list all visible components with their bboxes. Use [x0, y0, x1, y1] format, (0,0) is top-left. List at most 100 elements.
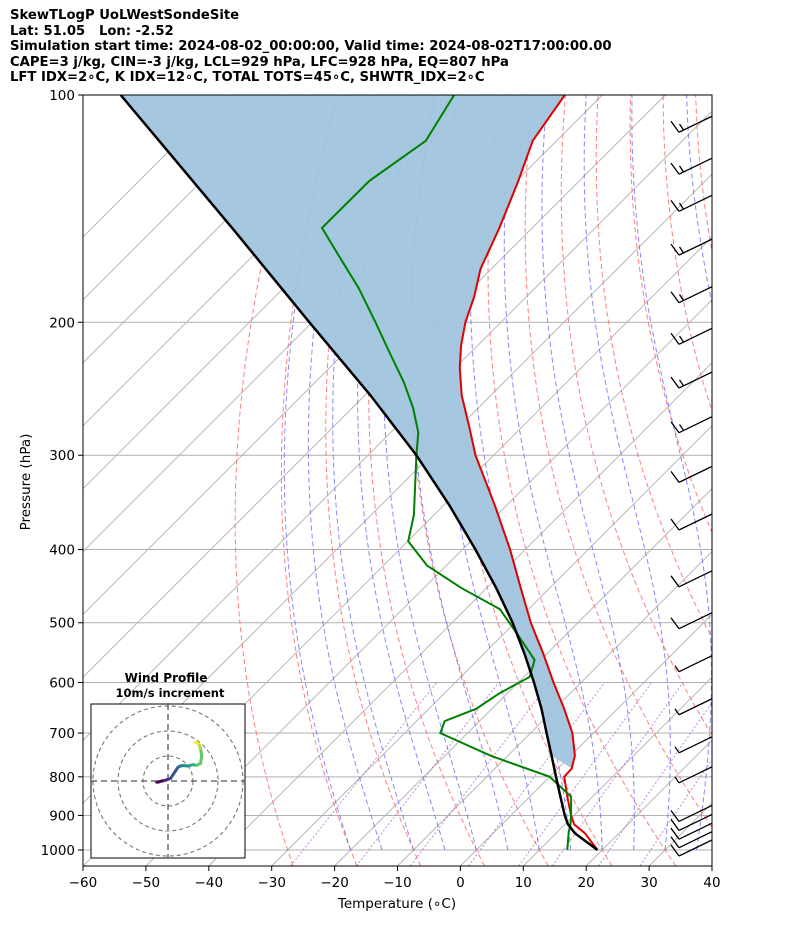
wind-barb	[674, 736, 713, 754]
axes: −60 −50 −40 −30 −20 −10 0 10 20 30 40 100 200 300 400 5…	[41, 88, 721, 891]
y-tick-label: 300	[49, 448, 75, 464]
isotherm-line	[208, 362, 712, 866]
moist-adiabat	[631, 95, 712, 851]
barb-staff	[678, 416, 713, 434]
wind-barb	[670, 822, 713, 840]
barb-staff	[678, 286, 713, 304]
wind-barb	[670, 612, 713, 630]
dry-adiabat	[728, 95, 794, 866]
wind-barb	[670, 831, 713, 849]
x-tick-label: 30	[641, 875, 658, 891]
mixing-ratio-line	[468, 682, 605, 866]
barb-half-flag	[674, 776, 680, 784]
barb-staff	[678, 804, 713, 823]
wind-barb	[670, 804, 713, 823]
header-times: Simulation start time: 2024-08-02_00:00:…	[10, 39, 612, 55]
x-tick-label: −10	[383, 875, 412, 891]
wind-barb	[670, 238, 713, 256]
cape-area	[120, 95, 575, 769]
barb-staff	[678, 822, 713, 840]
wind-barb	[670, 194, 713, 212]
temperature-line	[458, 95, 599, 851]
wind-barb	[670, 115, 713, 133]
dry-adiabat	[487, 95, 677, 866]
mixing-ratio-line	[639, 758, 712, 866]
barb-full-flag	[670, 162, 680, 175]
barb-full-flag	[670, 291, 680, 304]
y-tick-label: 400	[49, 543, 75, 559]
isotherm-line	[83, 95, 289, 301]
isotherm-line	[711, 865, 712, 866]
y-tick-label: 100	[49, 88, 75, 104]
barb-full-flag	[670, 844, 680, 857]
wind-barb	[670, 327, 713, 345]
mixing-ratio-line	[290, 682, 438, 866]
barb-staff	[678, 238, 713, 256]
barb-half-flag	[678, 294, 685, 301]
moist-adiabat	[357, 95, 446, 851]
dry-adiabat	[368, 95, 485, 866]
x-tick-label: 40	[703, 875, 720, 891]
barb-half-flag	[674, 665, 680, 673]
barb-full-flag	[670, 471, 680, 483]
barb-half-flag	[678, 424, 685, 431]
wind-barbs	[670, 115, 713, 857]
x-tick-label: −50	[132, 875, 161, 891]
moist-adiabat	[332, 95, 414, 851]
isotherm-line	[397, 550, 712, 866]
wind-barb	[674, 766, 713, 784]
barb-full-flag	[670, 617, 680, 630]
barb-half-flag	[678, 246, 685, 254]
moist-adiabat	[503, 95, 603, 850]
isotherm-line	[585, 739, 712, 866]
dry-adiabat	[761, 95, 794, 866]
header-coords: Lat: 51.05 Lon: -2.52	[10, 23, 174, 39]
moist-adiabat	[283, 95, 352, 851]
hodograph-segment	[194, 740, 199, 745]
barb-staff	[678, 813, 713, 832]
barb-staff	[678, 839, 713, 857]
barb-half-flag	[678, 123, 685, 131]
barb-full-flag	[670, 421, 680, 434]
barb-staff	[678, 766, 713, 784]
moist-adiabat	[583, 95, 671, 851]
barb-full-flag	[670, 376, 680, 389]
isotherm-line	[83, 95, 666, 678]
isotherm-line	[145, 299, 712, 866]
header-cape-line: CAPE=3 j/kg, CIN=-3 j/kg, LCL=929 hPa, L…	[10, 54, 509, 70]
wind-barb	[670, 839, 713, 857]
wind-barb	[670, 371, 713, 389]
mixing-ratio-line	[551, 682, 684, 866]
hodograph-inset: Wind Profile 10m/s increment	[90, 671, 246, 859]
wind-barb	[674, 698, 713, 716]
dry-adiabat	[280, 95, 358, 866]
y-tick-label: 800	[49, 770, 75, 786]
barb-staff	[678, 831, 713, 849]
barb-staff	[678, 194, 713, 212]
barb-half-flag	[678, 165, 685, 173]
header-index-line: LFT IDX=2∘C, K IDX=12∘C, TOTAL TOTS=45∘C…	[10, 70, 485, 86]
barb-staff	[678, 612, 713, 630]
wind-barb	[670, 286, 713, 304]
x-axis-label: Temperature (∘C)	[337, 896, 456, 912]
y-tick-label: 500	[49, 616, 75, 632]
sounding-profiles	[119, 95, 599, 852]
barb-full-flag	[670, 827, 680, 840]
hodograph-title: Wind Profile	[125, 671, 208, 685]
x-tick-label: 10	[515, 875, 532, 891]
mixing-ratio-line	[409, 682, 551, 866]
parcel-line	[119, 95, 599, 852]
y-tick-label: 900	[49, 808, 75, 824]
barb-full-flag	[670, 243, 680, 256]
wind-barb	[670, 813, 713, 832]
barb-staff	[678, 327, 713, 345]
mixing-ratio-line	[355, 682, 500, 866]
barb-full-flag	[670, 575, 680, 588]
x-tick-label: −20	[320, 875, 349, 891]
dry-adiabat	[325, 95, 422, 866]
dry-adiabat	[234, 95, 306, 866]
wind-barb	[670, 570, 713, 588]
hodograph-ring	[117, 730, 219, 832]
isotherm-line	[648, 802, 712, 866]
